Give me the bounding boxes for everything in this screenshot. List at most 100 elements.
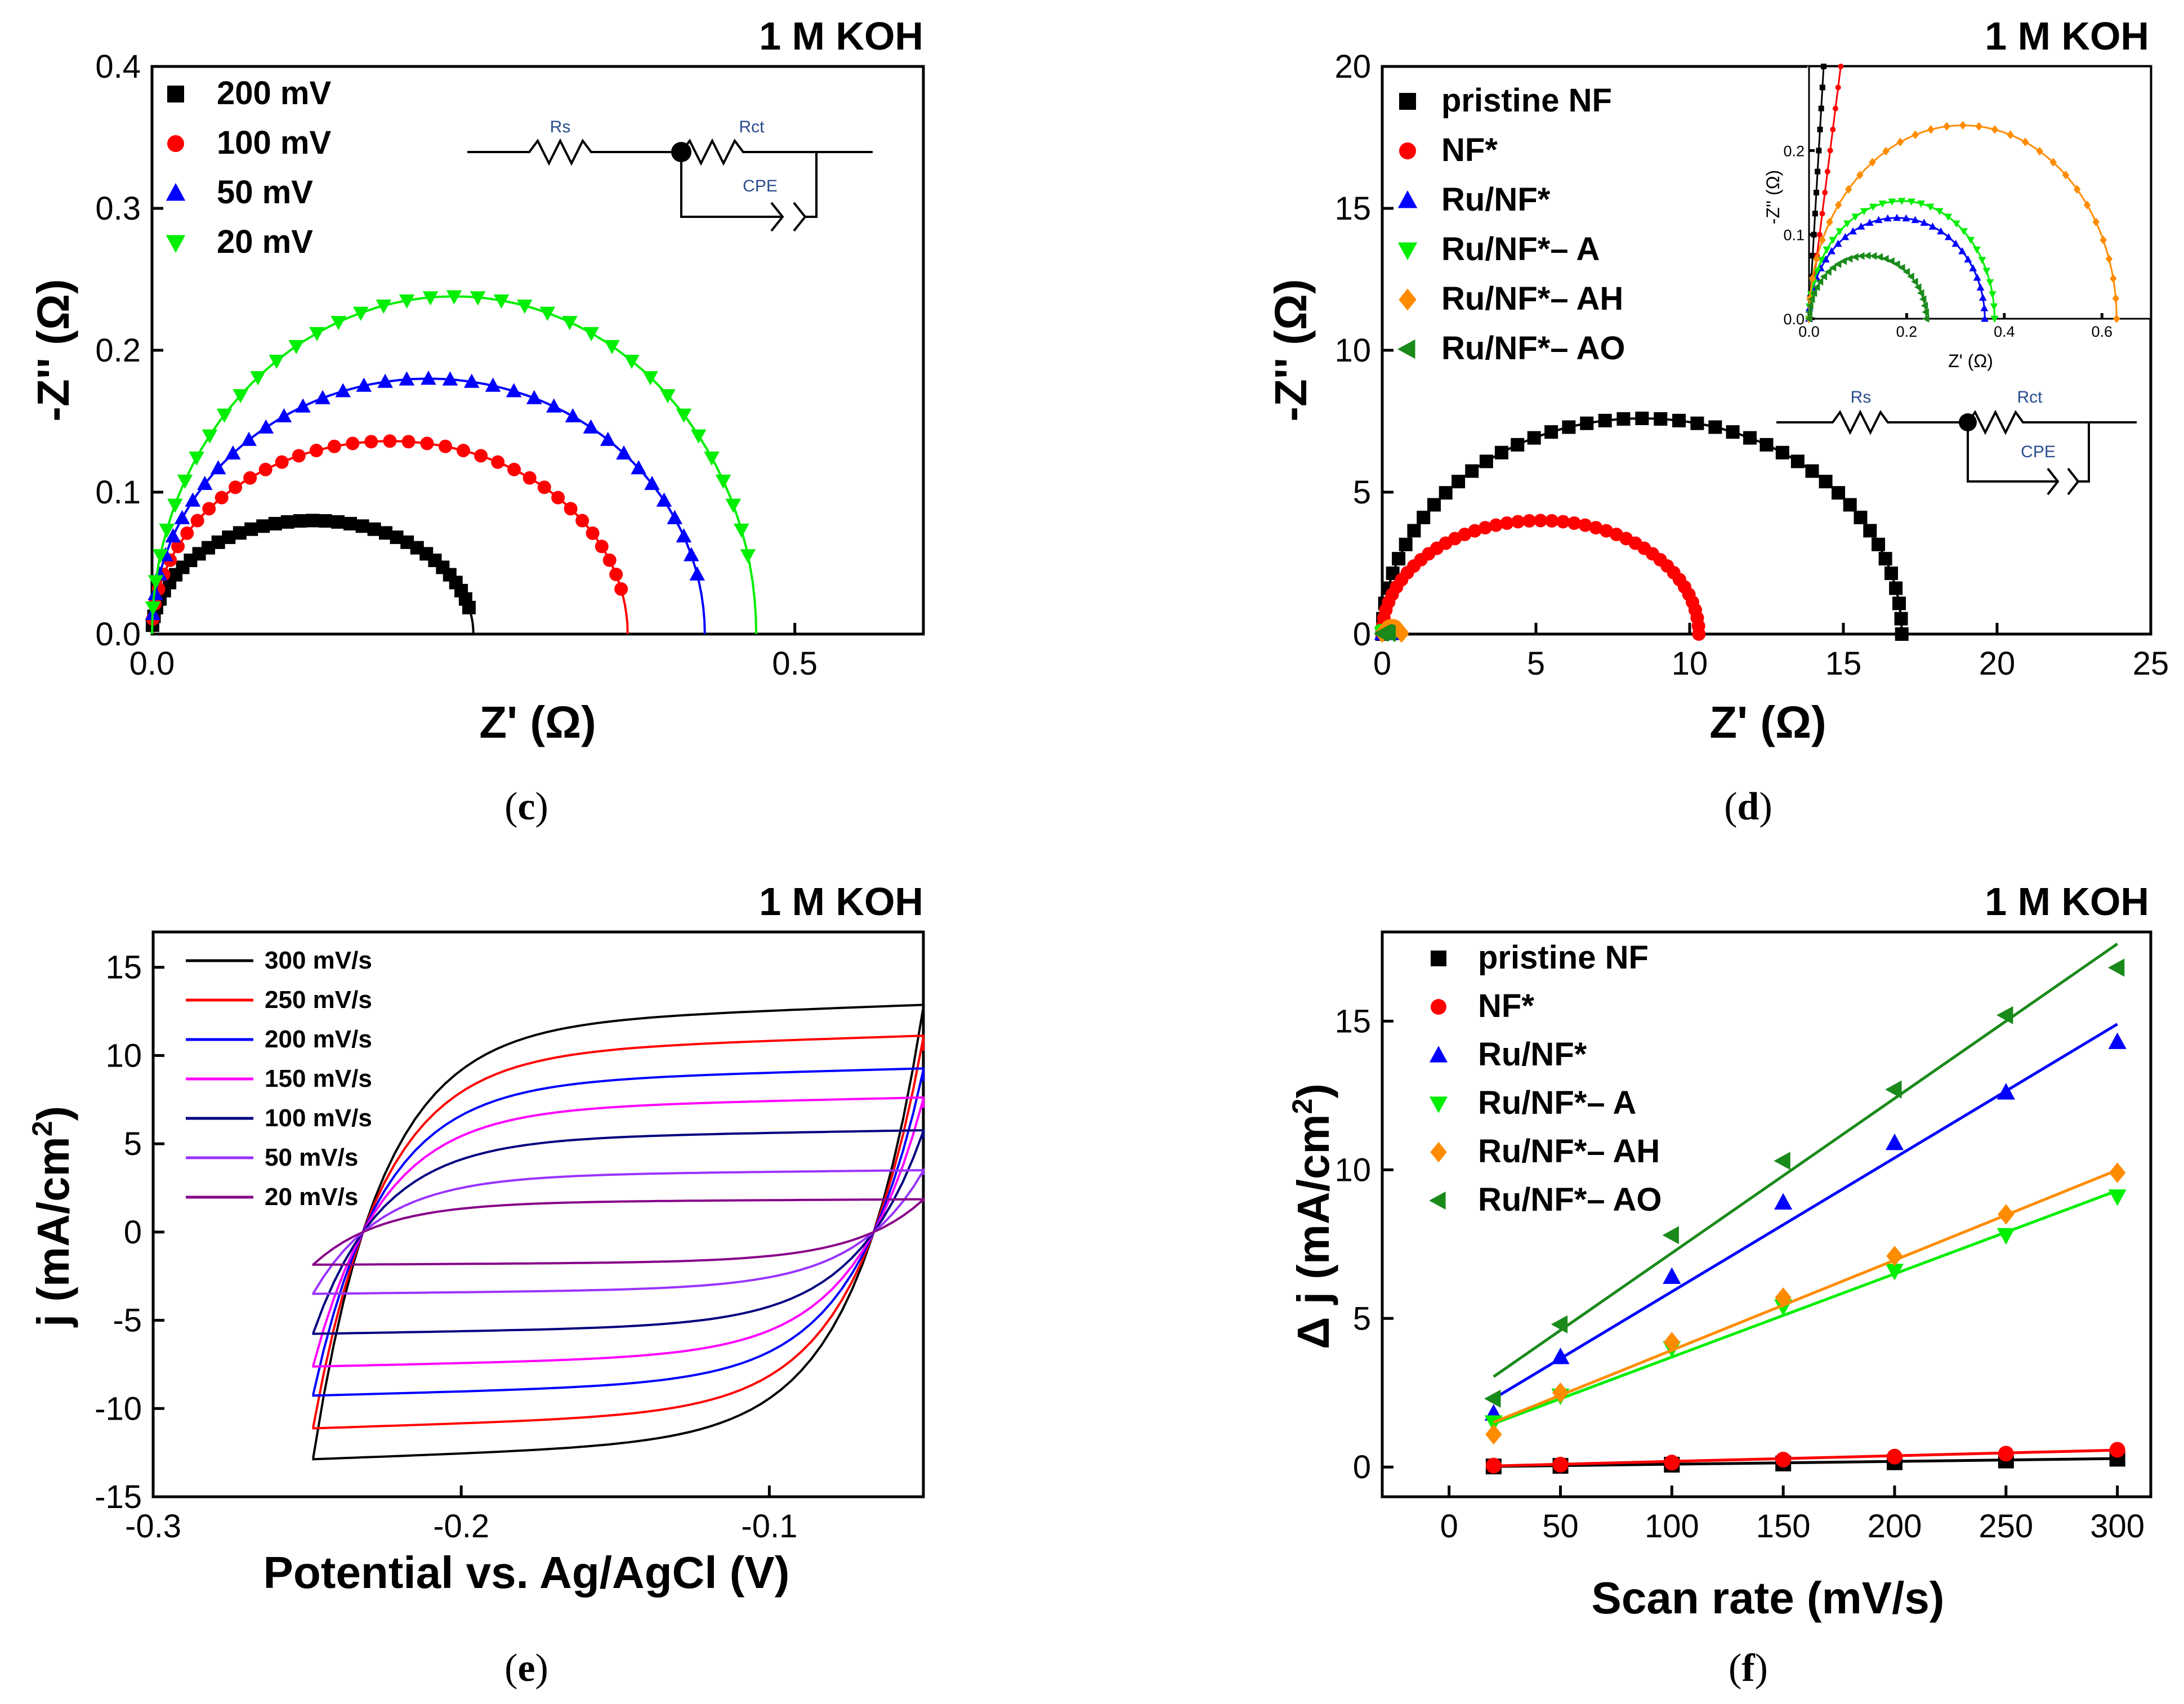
circuit-cpe-label: CPE	[743, 177, 778, 195]
data-point	[1551, 1315, 1568, 1333]
inset-data-point	[1819, 211, 1825, 217]
cv-curve	[312, 1067, 924, 1397]
data-point	[421, 371, 436, 385]
data-point	[456, 444, 470, 458]
panel-c-caption: (c)	[504, 785, 548, 828]
data-point	[343, 516, 358, 530]
legend-label: 100 mV	[217, 124, 331, 161]
data-point	[244, 522, 258, 536]
data-point	[1567, 516, 1581, 530]
data-point	[546, 398, 562, 413]
data-point	[1451, 475, 1466, 489]
data-point	[145, 601, 161, 616]
panel-e: 1 M KOH -0.3 -0.2 -0.1 -15 -10 -5 0 5 10 15 300 m…	[26, 880, 925, 1690]
inset-frame	[1808, 65, 2152, 320]
data-point	[1997, 1006, 2013, 1024]
inset-data-point	[1917, 289, 1924, 297]
inset-data-point	[1821, 255, 1830, 263]
y-tick-label: 0.0	[1783, 311, 1805, 328]
data-point	[1887, 1448, 1902, 1465]
data-point	[229, 480, 243, 494]
data-point	[2107, 958, 2125, 977]
inset-data-point	[2100, 235, 2107, 245]
data-point	[517, 300, 533, 314]
legend-marker	[1399, 142, 1416, 159]
circuit-rs-label: Rs	[1851, 388, 1872, 407]
x-tick-label: 50	[1542, 1508, 1579, 1545]
inset-data-point	[2049, 158, 2057, 167]
data-point	[309, 444, 323, 458]
data-point	[1775, 1452, 1792, 1468]
data-point	[1407, 524, 1421, 538]
cv-curve	[312, 1129, 924, 1335]
data-point	[684, 547, 699, 561]
legend-label: NF*	[1478, 988, 1534, 1024]
data-point	[1381, 626, 1396, 642]
data-point	[1479, 454, 1493, 469]
inset-data-point	[1822, 190, 1828, 195]
data-point	[1998, 1204, 2015, 1225]
panel-f-caption: (f)	[1729, 1647, 1768, 1690]
data-point	[165, 528, 181, 543]
inset-data-point	[1810, 253, 1816, 258]
inset-data-point	[1869, 158, 1876, 167]
inset-data-point	[1944, 213, 1953, 221]
x-tick-label: 100	[1645, 1508, 1699, 1545]
x-tick-label: 0.2	[1896, 323, 1918, 340]
inset-data-point	[1835, 84, 1841, 91]
panel-d-x-label: Z' (Ω)	[1709, 697, 1826, 747]
x-tick-label: 0.0	[129, 645, 175, 682]
fit-line	[1493, 943, 2119, 1378]
inset-data-point	[1927, 125, 1935, 134]
inset-data-point	[1869, 203, 1877, 211]
data-point	[539, 306, 556, 321]
inset-data-point	[1805, 308, 1812, 316]
y-tick-label: 0.3	[95, 190, 141, 227]
panel-e-caption: (e)	[504, 1647, 548, 1690]
data-point	[215, 490, 229, 505]
y-tick-label: 10	[105, 1037, 142, 1074]
data-point	[306, 514, 320, 528]
panel-c-title: 1 M KOH	[759, 14, 923, 58]
panel-e-legend: 300 mV/s 250 mV/s 200 mV/s 150 mV/s 100 mV/s…	[186, 947, 372, 1211]
panel-e-series	[312, 1003, 924, 1461]
inset-data-point	[1990, 303, 1998, 311]
cv-curve	[312, 1167, 924, 1295]
inset-data-point	[1990, 315, 1999, 323]
data-point	[1775, 445, 1789, 460]
data-point	[1511, 515, 1525, 529]
panel-e-axes: -0.3 -0.2 -0.1 -15 -10 -5 0 5 10 15	[95, 949, 797, 1545]
inset-data-point	[1865, 218, 1874, 226]
data-point	[1895, 627, 1909, 641]
data-point	[631, 460, 647, 475]
inset-data-point	[1969, 264, 1977, 271]
data-point	[327, 439, 341, 453]
legend-marker	[166, 183, 186, 201]
panel-f-axes: 0 50 100 150 200 250 300 0 5 10 15	[1334, 1003, 2145, 1545]
inset-data-point	[1888, 198, 1896, 206]
data-point	[202, 429, 218, 444]
data-point	[600, 431, 616, 446]
y-tick-label: 0.0	[95, 616, 141, 653]
x-tick-label: -0.3	[125, 1508, 181, 1545]
inset-data-point	[1980, 304, 1989, 311]
data-point	[1997, 1083, 2015, 1100]
legend-label: 300 mV/s	[265, 947, 372, 974]
data-point	[715, 474, 731, 489]
inset-data-point	[1811, 231, 1817, 238]
data-point	[676, 528, 692, 543]
data-point	[243, 471, 257, 485]
panel-f: 1 M KOH 0 50 100 150 200 250 300 0 5 10 15 pristin…	[1287, 880, 2152, 1690]
data-point	[609, 568, 623, 582]
inset-data-point	[1951, 239, 1960, 247]
data-point	[293, 514, 307, 528]
data-point	[1489, 518, 1503, 532]
inset-data-point	[1975, 122, 1983, 131]
data-point	[1889, 581, 1903, 595]
x-tick-label: 0.6	[2092, 323, 2113, 340]
data-point	[506, 383, 522, 398]
data-point	[292, 449, 306, 463]
inset-data-point	[1893, 213, 1901, 221]
data-point	[210, 460, 226, 475]
panel-f-legend: pristine NF NF* Ru/NF* Ru/NF*– A Ru/NF*– AH R…	[1429, 939, 1662, 1218]
